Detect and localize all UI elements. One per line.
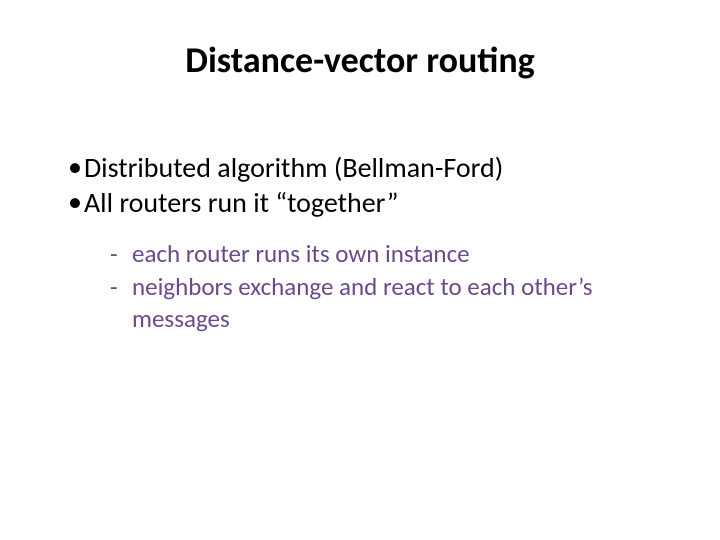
bullet-text: Distributed algorithm (Bellman-Ford) bbox=[84, 150, 668, 185]
slide-body: • Distributed algorithm (Bellman-Ford) •… bbox=[68, 150, 668, 336]
sub-bullet-text: each router runs its own instance bbox=[132, 238, 668, 269]
dash-marker-icon: - bbox=[110, 271, 132, 302]
bullet-item: • All routers run it “together” bbox=[68, 185, 668, 220]
dash-marker-icon: - bbox=[110, 238, 132, 269]
bullet-marker-icon: • bbox=[68, 184, 84, 219]
sub-bullet-text: neighbors exchange and react to each oth… bbox=[132, 271, 668, 334]
slide: Distance-vector routing • Distributed al… bbox=[0, 0, 720, 540]
sub-bullet-list: - each router runs its own instance - ne… bbox=[110, 238, 668, 334]
sub-bullet-item: - neighbors exchange and react to each o… bbox=[110, 271, 668, 334]
bullet-marker-icon: • bbox=[68, 149, 84, 184]
sub-bullet-item: - each router runs its own instance bbox=[110, 238, 668, 269]
bullet-item: • Distributed algorithm (Bellman-Ford) bbox=[68, 150, 668, 185]
bullet-text: All routers run it “together” bbox=[84, 185, 668, 220]
slide-title: Distance-vector routing bbox=[0, 38, 720, 82]
